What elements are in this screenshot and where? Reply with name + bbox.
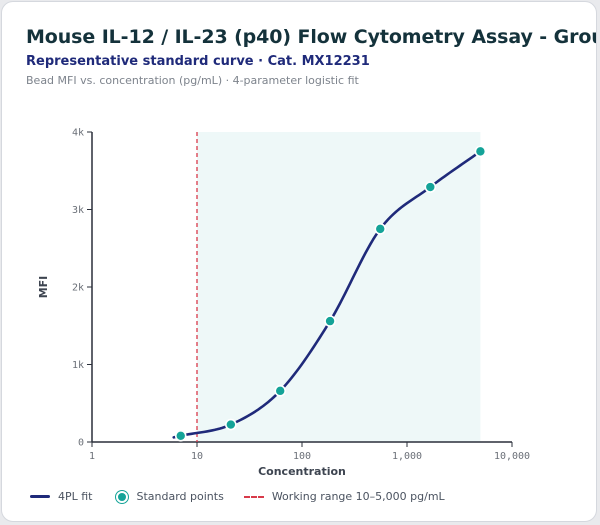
legend-item-points: Standard points xyxy=(113,490,224,503)
legend-item-fit: 4PL fit xyxy=(30,490,93,503)
fit-line-swatch xyxy=(30,495,50,498)
y-tick-label: 3k xyxy=(72,205,84,216)
legend-fit-label: 4PL fit xyxy=(58,490,93,503)
x-tick-label: 100 xyxy=(293,451,311,462)
x-tick-label: 1 xyxy=(89,451,95,462)
standard-point xyxy=(274,385,287,397)
standard-point xyxy=(424,181,437,193)
standard-point xyxy=(225,418,237,431)
legend-item-range: Working range 10–5,000 pg/mL xyxy=(243,490,445,503)
legend-range-label: Working range 10–5,000 pg/mL xyxy=(271,490,445,503)
standard-point xyxy=(174,429,187,442)
points-dot-swatch xyxy=(115,490,128,503)
legend-points-label: Standard points xyxy=(136,490,224,503)
x-axis-title: Concentration xyxy=(258,465,346,478)
y-tick-label: 4k xyxy=(72,128,84,139)
standard-point xyxy=(374,223,387,235)
x-tick-label: 10 xyxy=(191,451,203,462)
y-tick-label: 2k xyxy=(72,283,84,294)
standard-point xyxy=(474,145,487,158)
chart-legend: 4PL fit Standard points Working range 10… xyxy=(30,490,465,503)
x-tick-label: 10,000 xyxy=(494,451,530,462)
chart-caption: Bead MFI vs. concentration (pg/mL) · 4-p… xyxy=(26,74,359,87)
y-tick-label: 1k xyxy=(72,360,84,371)
standard-point xyxy=(324,315,336,327)
x-tick-label: 1,000 xyxy=(392,451,422,462)
working-range-shading xyxy=(197,132,481,442)
chart-subtitle: Representative standard curve · Cat. MX1… xyxy=(26,54,370,69)
y-axis-title: MFI xyxy=(37,276,50,299)
range-dash-swatch xyxy=(243,495,264,498)
chart-title: Mouse IL-12 / IL-23 (p40) Flow Cytometry… xyxy=(26,26,597,48)
y-tick-label: 0 xyxy=(78,438,84,449)
